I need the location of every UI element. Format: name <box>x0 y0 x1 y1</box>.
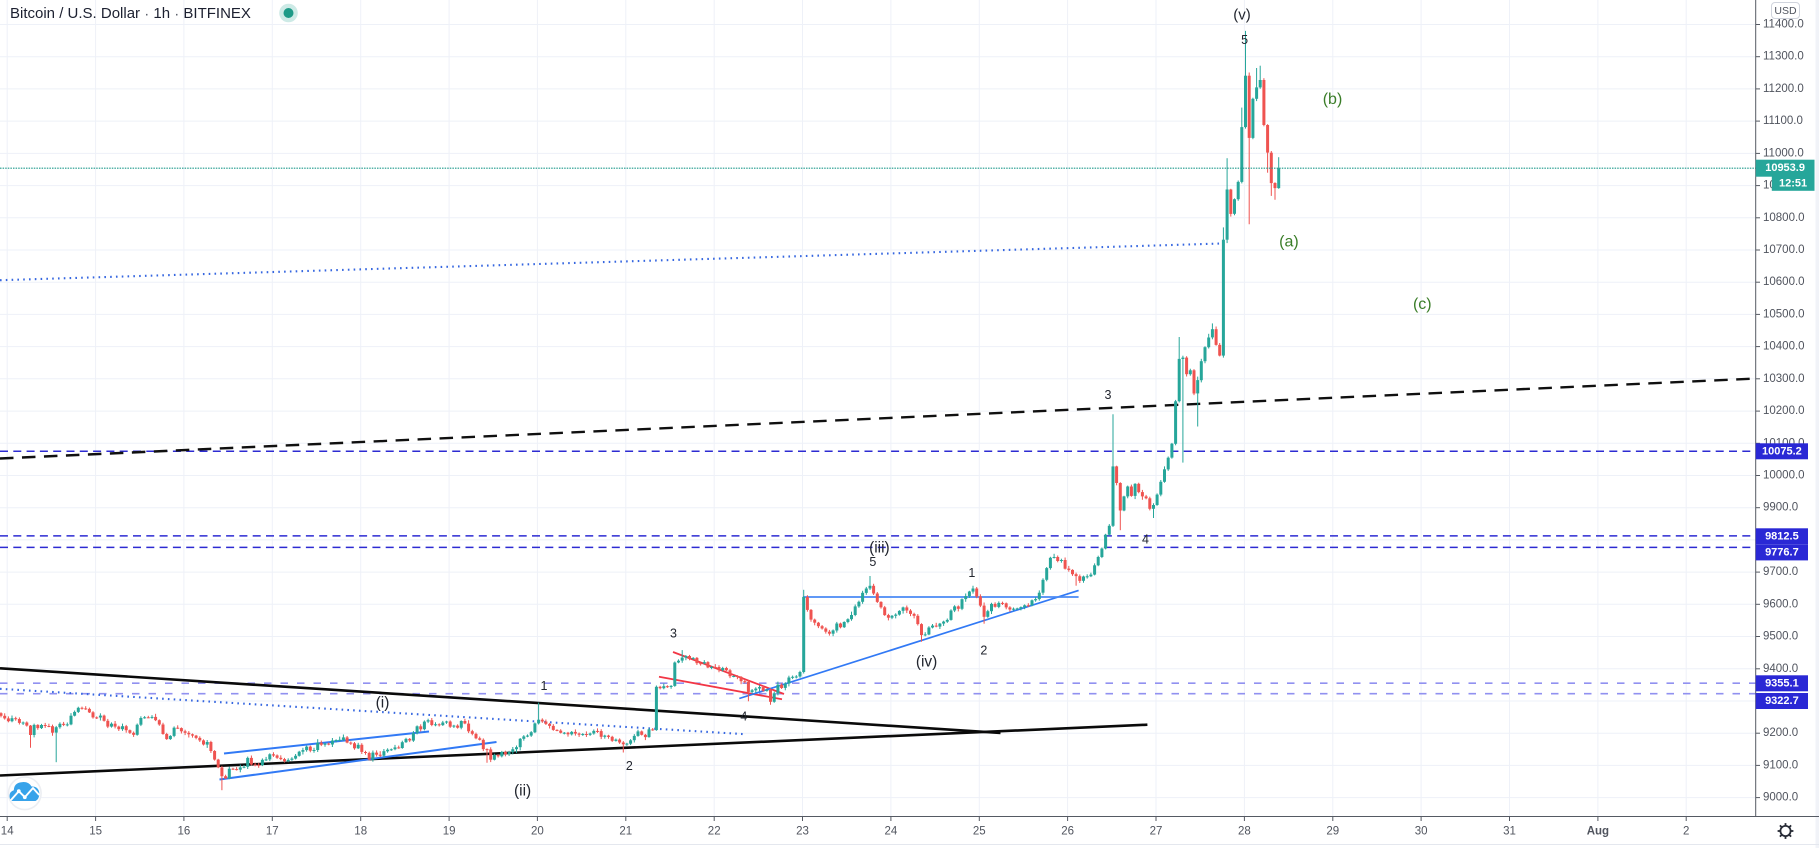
svg-text:16: 16 <box>178 826 191 838</box>
svg-text:(b): (b) <box>1323 91 1343 108</box>
svg-text:11200.0: 11200.0 <box>1763 83 1804 95</box>
svg-text:1: 1 <box>541 679 548 693</box>
svg-text:USD: USD <box>1774 5 1797 17</box>
svg-text:9700.0: 9700.0 <box>1763 566 1798 578</box>
svg-text:10600.0: 10600.0 <box>1763 276 1805 288</box>
svg-text:(iv): (iv) <box>916 654 938 671</box>
svg-text:(i): (i) <box>376 694 390 711</box>
svg-text:10953.9: 10953.9 <box>1765 162 1805 174</box>
svg-text:4: 4 <box>740 710 747 724</box>
svg-text:11000.0: 11000.0 <box>1763 147 1804 159</box>
svg-text:(v): (v) <box>1233 7 1251 24</box>
svg-text:17: 17 <box>266 826 279 838</box>
svg-text:11400.0: 11400.0 <box>1763 19 1804 31</box>
svg-text:3: 3 <box>1105 388 1112 402</box>
svg-text:30: 30 <box>1415 826 1428 838</box>
svg-text:4: 4 <box>1142 533 1149 547</box>
svg-text:(a): (a) <box>1279 233 1299 250</box>
svg-text:31: 31 <box>1503 826 1516 838</box>
svg-text:10075.2: 10075.2 <box>1762 445 1802 457</box>
svg-text:9355.1: 9355.1 <box>1765 677 1799 689</box>
svg-text:11300.0: 11300.0 <box>1763 51 1804 63</box>
svg-text:19: 19 <box>443 826 456 838</box>
svg-text:(ii): (ii) <box>514 782 531 799</box>
svg-text:10200.0: 10200.0 <box>1763 405 1805 417</box>
svg-text:10800.0: 10800.0 <box>1763 212 1805 224</box>
svg-text:10500.0: 10500.0 <box>1763 308 1805 320</box>
svg-text:2: 2 <box>1683 826 1689 838</box>
svg-text:10000.0: 10000.0 <box>1763 470 1805 482</box>
svg-text:28: 28 <box>1238 826 1251 838</box>
svg-text:24: 24 <box>885 826 898 838</box>
svg-text:Aug: Aug <box>1587 826 1609 838</box>
svg-text:26: 26 <box>1061 826 1074 838</box>
svg-text:15: 15 <box>89 826 102 838</box>
svg-text:5: 5 <box>1241 33 1248 47</box>
svg-text:14: 14 <box>1 826 14 838</box>
svg-text:(c): (c) <box>1413 296 1432 313</box>
svg-text:10300.0: 10300.0 <box>1763 373 1805 385</box>
svg-text:9500.0: 9500.0 <box>1763 631 1798 643</box>
svg-text:29: 29 <box>1326 826 1339 838</box>
svg-text:1: 1 <box>968 566 975 580</box>
svg-text:27: 27 <box>1150 826 1163 838</box>
svg-text:10400.0: 10400.0 <box>1763 341 1805 353</box>
svg-text:9322.7: 9322.7 <box>1765 695 1799 707</box>
svg-text:12:51: 12:51 <box>1779 177 1807 189</box>
svg-text:9200.0: 9200.0 <box>1763 727 1798 739</box>
svg-text:9600.0: 9600.0 <box>1763 598 1798 610</box>
svg-text:9776.7: 9776.7 <box>1765 546 1799 558</box>
svg-text:9100.0: 9100.0 <box>1763 759 1798 771</box>
svg-text:23: 23 <box>796 826 809 838</box>
svg-text:3: 3 <box>670 626 677 640</box>
svg-text:18: 18 <box>354 826 367 838</box>
svg-text:25: 25 <box>973 826 986 838</box>
svg-text:9812.5: 9812.5 <box>1765 530 1799 542</box>
svg-text:(iii): (iii) <box>869 540 890 557</box>
svg-text:Bitcoin / U.S. Dollar · 1h · B: Bitcoin / U.S. Dollar · 1h · BITFINEX <box>10 5 251 22</box>
svg-text:11100.0: 11100.0 <box>1763 115 1803 127</box>
svg-text:5: 5 <box>869 555 876 569</box>
svg-text:22: 22 <box>708 826 721 838</box>
svg-text:9000.0: 9000.0 <box>1763 792 1798 804</box>
svg-text:10700.0: 10700.0 <box>1763 244 1805 256</box>
svg-text:21: 21 <box>619 826 632 838</box>
svg-text:2: 2 <box>626 759 633 773</box>
svg-text:2: 2 <box>980 643 987 657</box>
svg-text:9900.0: 9900.0 <box>1763 502 1798 514</box>
svg-text:20: 20 <box>531 826 544 838</box>
svg-text:9400.0: 9400.0 <box>1763 663 1798 675</box>
